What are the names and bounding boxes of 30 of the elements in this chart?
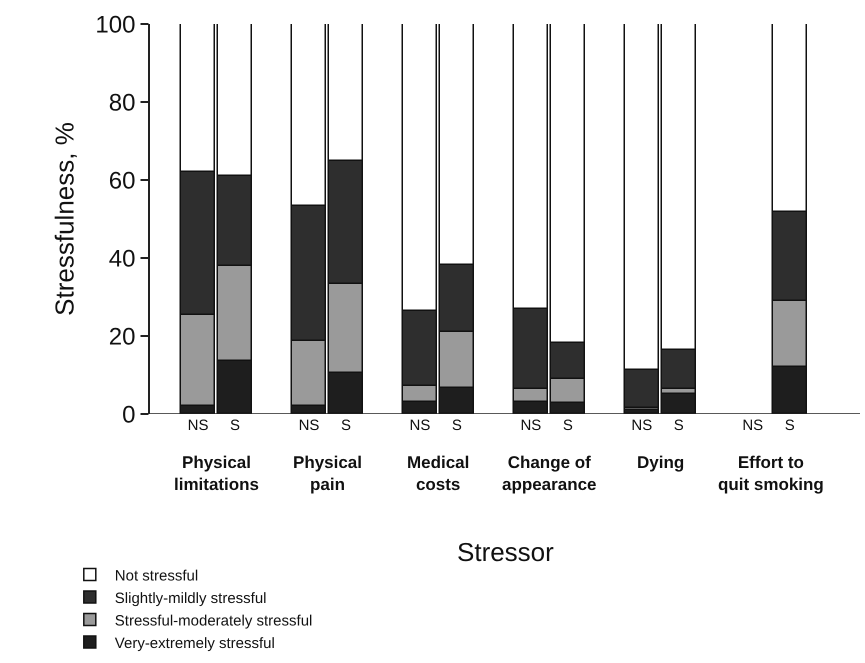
text: Physical pain [293, 453, 362, 494]
legend-label: Very-extremely stressful [114, 634, 275, 652]
legend-label: Stressful-moderately stressful [114, 612, 312, 630]
y-tick-label: 40 [108, 245, 136, 272]
x-tick-label: NS [631, 417, 652, 434]
text: Dying [637, 453, 684, 472]
text: Physical limitations [174, 453, 260, 494]
x-tick-label: NS [188, 417, 208, 434]
x-axis-title: Stressor [457, 537, 554, 567]
y-tick-label: 80 [108, 89, 136, 116]
x-tick-label: NS [742, 417, 764, 434]
legend-label: Slightly-mildly stressful [114, 590, 267, 607]
x-tick-label: S [562, 417, 573, 434]
y-tick-label: 20 [108, 323, 136, 350]
x-tick-label: S [784, 417, 795, 434]
text: Effort to quit smoking [718, 453, 824, 494]
y-tick-label: 100 [95, 11, 136, 38]
legend-label: Not stressful [114, 567, 198, 584]
x-tick-label: NS [410, 417, 430, 434]
x-tick-label: NS [520, 417, 542, 434]
x-tick-label: S [230, 417, 240, 434]
text: Medical costs [407, 453, 470, 494]
x-tick-label: S [340, 417, 351, 434]
x-tick-label: NS [298, 417, 320, 434]
y-tick-label: 0 [122, 401, 136, 428]
x-tick-label: S [674, 417, 684, 434]
x-tick-label: S [452, 417, 462, 434]
y-axis-title: Stressfulness, % [49, 122, 80, 316]
y-tick-label: 60 [108, 167, 136, 194]
text: Change of appearance [502, 453, 596, 494]
